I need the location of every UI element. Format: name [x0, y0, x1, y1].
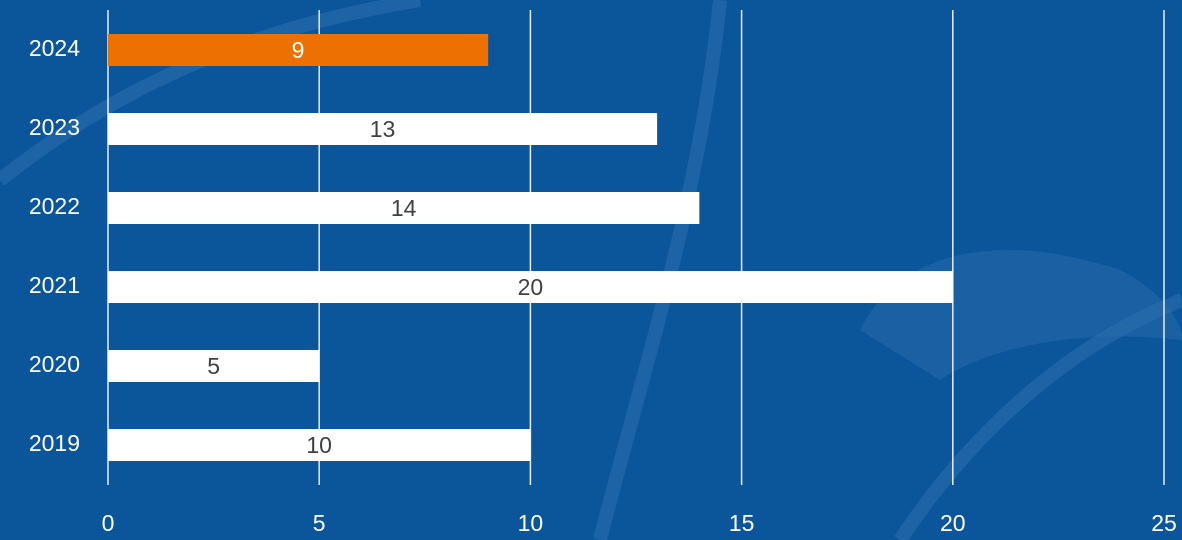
x-tick-label: 0	[102, 510, 115, 536]
y-tick-label: 2021	[29, 272, 80, 298]
x-tick-label: 5	[313, 510, 326, 536]
bar	[108, 113, 658, 145]
bar	[108, 192, 700, 224]
data-label: 13	[370, 116, 396, 142]
bar	[108, 429, 531, 461]
data-label: 20	[518, 274, 544, 300]
x-tick-label: 20	[940, 510, 966, 536]
data-label: 9	[292, 37, 305, 63]
y-tick-label: 2020	[29, 351, 80, 377]
bar	[108, 34, 489, 66]
x-tick-label: 10	[518, 510, 544, 536]
y-tick-label: 2022	[29, 193, 80, 219]
data-label: 14	[391, 195, 417, 221]
x-tick-label: 25	[1151, 510, 1177, 536]
data-label: 10	[306, 432, 332, 458]
bar	[108, 271, 953, 303]
background-decoration	[860, 250, 1182, 380]
bar	[108, 350, 320, 382]
x-tick-label: 15	[729, 510, 755, 536]
y-tick-label: 2023	[29, 114, 80, 140]
data-label: 5	[207, 353, 220, 379]
y-tick-label: 2019	[29, 430, 80, 456]
y-tick-label: 2024	[29, 35, 80, 61]
